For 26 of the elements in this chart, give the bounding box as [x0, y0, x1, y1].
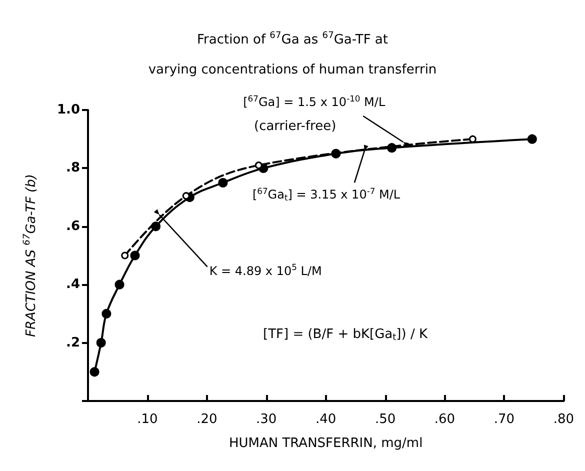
point [90, 367, 100, 377]
x-tick-label: .20 [196, 412, 218, 427]
x-tick-label: .70 [494, 412, 515, 427]
x-tick-label: .80 [553, 412, 574, 427]
point [468, 135, 476, 143]
x-tick-label: .10 [137, 412, 158, 427]
y-tick-label: .6 [66, 218, 80, 234]
point [254, 162, 262, 170]
point [121, 252, 129, 260]
annotation: (carrier-free) [254, 119, 336, 134]
x-tick-label: .60 [434, 412, 456, 427]
x-axis-title: HUMAN TRANSFERRIN, mg/ml [228, 436, 423, 451]
x-tick-label: .40 [315, 412, 336, 427]
point [96, 338, 106, 348]
point [218, 178, 228, 188]
y-tick-label: 1.0 [56, 102, 80, 118]
x-tick-label: .50 [374, 412, 396, 427]
y-tick-label: .4 [66, 277, 80, 292]
y-tick-label: .8 [66, 160, 80, 176]
point [102, 308, 112, 318]
x-tick-label: .30 [256, 412, 277, 427]
point [114, 280, 124, 290]
y-axis-title: FRACTION AS 67Ga-TF (b) [22, 174, 40, 337]
y-tick-label: .2 [66, 335, 80, 350]
point [130, 250, 140, 260]
point [527, 134, 537, 144]
